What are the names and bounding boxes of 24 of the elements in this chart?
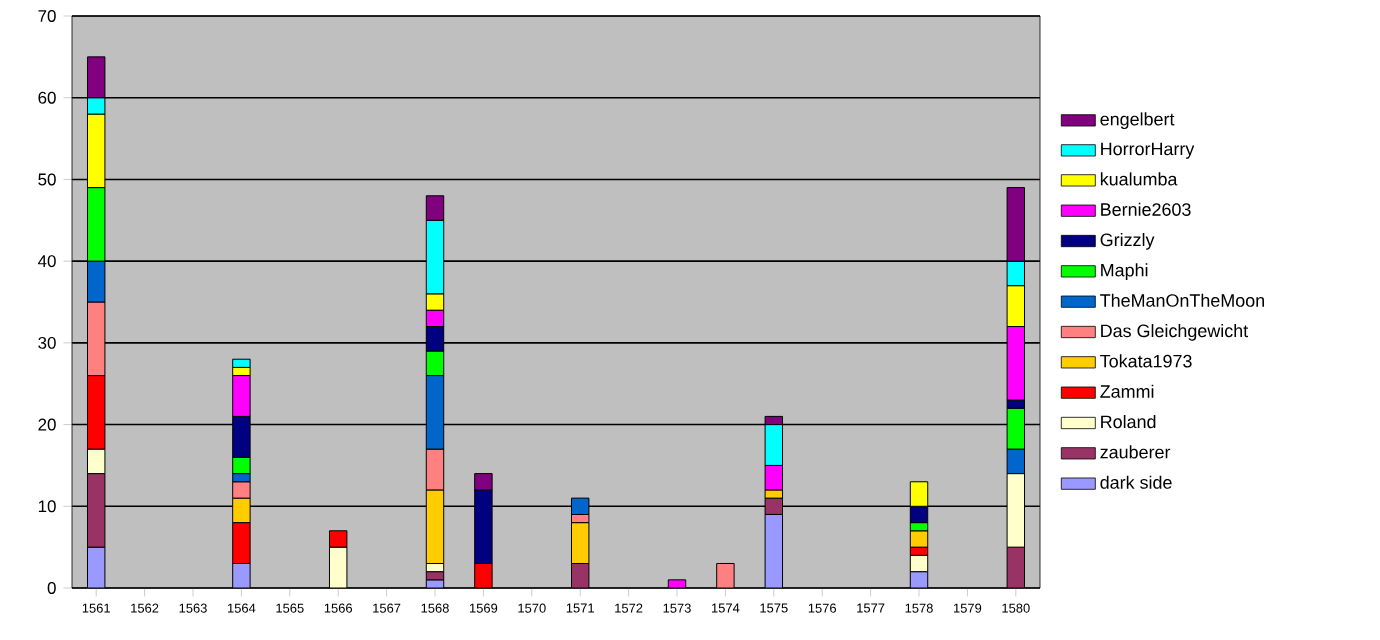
y-tick-label: 40 <box>37 255 56 268</box>
bar <box>570 497 590 515</box>
y-tick-label: 50 <box>38 173 56 186</box>
y-tick-label: 20 <box>38 418 56 431</box>
legend-label: Bernie2603 <box>1101 202 1191 216</box>
bar <box>232 358 251 368</box>
legend-label: Tokata1973 <box>1100 354 1192 368</box>
legend-label: dark side <box>1100 475 1172 489</box>
y-tick-label: 10 <box>38 500 56 513</box>
y-tick-label: 0 <box>47 582 56 594</box>
legend-label: Roland <box>1101 414 1156 429</box>
legend-label: Grizzly <box>1100 233 1155 250</box>
legend-label: zauberer <box>1100 445 1171 459</box>
legend-label: Zammi <box>1100 384 1154 398</box>
legend-label: Maphi <box>1101 263 1148 281</box>
legend-label: TheManOnTheMoon <box>1100 293 1264 307</box>
legend-label: engelbert <box>1100 112 1175 130</box>
y-tick-label: 30 <box>38 336 56 349</box>
legend-label: HorrorHarry <box>1101 142 1195 159</box>
bar <box>909 530 929 548</box>
y-tick-label: 70 <box>38 10 56 22</box>
y-tick-label: 60 <box>38 91 56 104</box>
legend-label: kualumba <box>1100 172 1178 186</box>
legend-label: Das Gleichgewicht <box>1101 324 1249 341</box>
